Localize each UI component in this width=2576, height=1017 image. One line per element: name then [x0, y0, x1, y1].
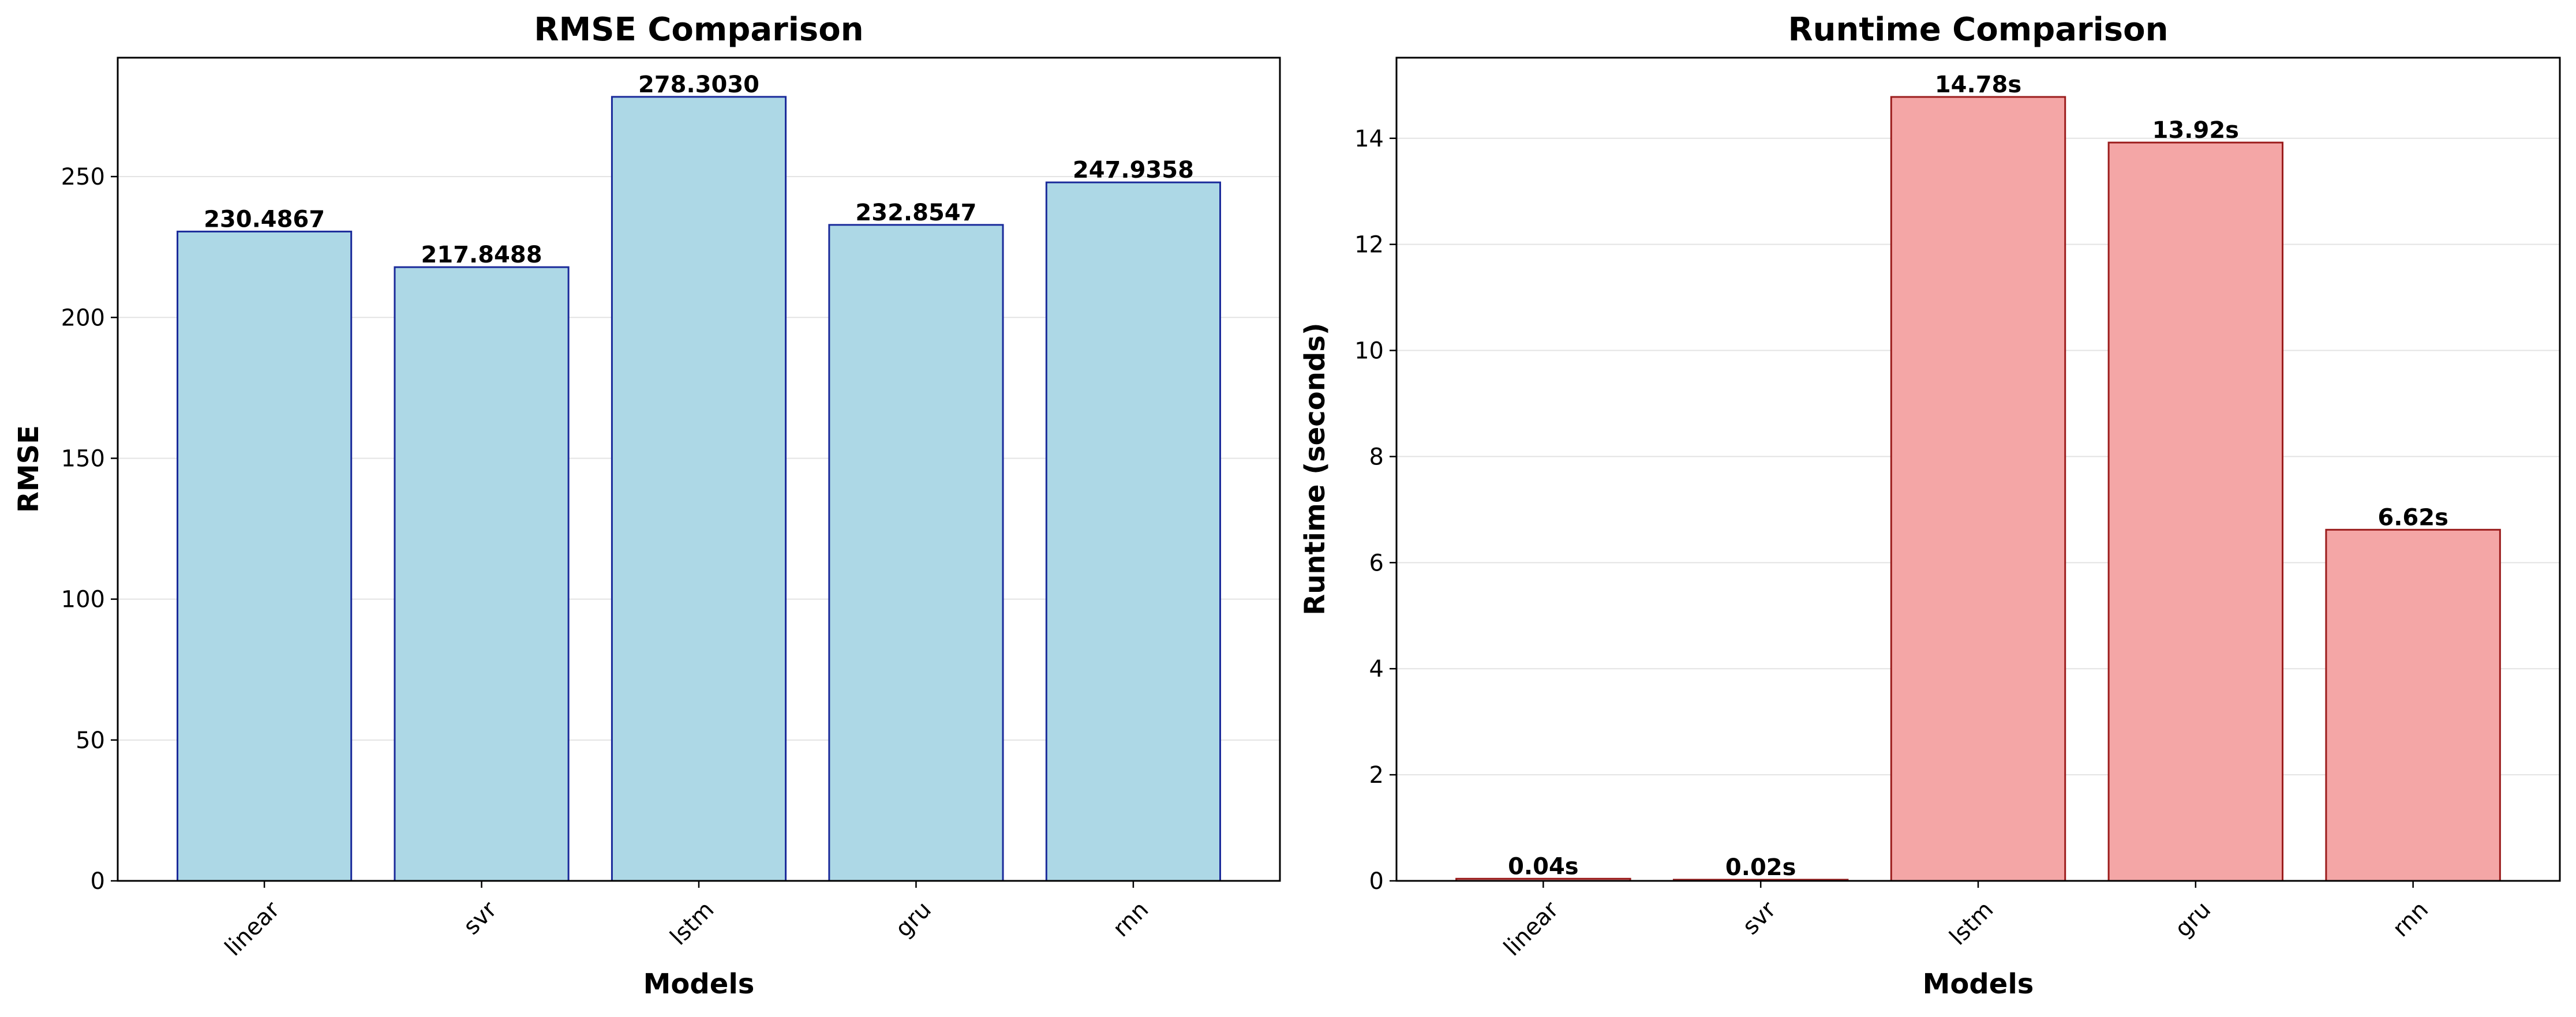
- runtime-y-axis-label: Runtime (seconds): [1299, 322, 1331, 616]
- runtime-data-label-gru: 13.92s: [2152, 117, 2239, 144]
- rmse-y-tick-label: 200: [61, 305, 105, 331]
- rmse-y-axis-label: RMSE: [13, 425, 45, 513]
- runtime-y-tick-label: 2: [1369, 762, 1384, 789]
- rmse-y-tick-label: 50: [76, 727, 105, 754]
- runtime-y-tick-label: 10: [1354, 338, 1384, 365]
- rmse-bar-gru: [828, 224, 1004, 882]
- rmse-chart-title: RMSE Comparison: [534, 11, 863, 48]
- rmse-y-tick-label: 0: [91, 868, 105, 895]
- runtime-y-tick-label: 14: [1354, 126, 1384, 152]
- runtime-y-tick-label: 6: [1369, 550, 1384, 576]
- runtime-data-label-lstm: 14.78s: [1935, 72, 2021, 98]
- runtime-bar-rnn: [2325, 528, 2501, 882]
- rmse-y-tick-label: 100: [61, 587, 105, 613]
- rmse-bar-linear: [177, 230, 353, 882]
- rmse-x-axis-label: Models: [643, 968, 755, 1000]
- rmse-data-label-rnn: 247.9358: [1073, 157, 1194, 183]
- runtime-data-label-linear: 0.04s: [1508, 853, 1579, 880]
- rmse-data-label-svr: 217.8488: [421, 242, 542, 268]
- runtime-data-label-rnn: 6.62s: [2377, 504, 2448, 531]
- runtime-bar-gru: [2107, 141, 2284, 882]
- runtime-y-tick-label: 4: [1369, 656, 1384, 682]
- runtime-data-label-svr: 0.02s: [1725, 854, 1796, 881]
- rmse-data-label-gru: 232.8547: [855, 200, 976, 226]
- rmse-bar-svr: [394, 266, 570, 882]
- rmse-data-label-lstm: 278.3030: [638, 72, 759, 98]
- rmse-data-label-linear: 230.4867: [204, 206, 325, 232]
- runtime-bar-lstm: [1890, 96, 2066, 882]
- runtime-y-tick-label: 12: [1354, 232, 1384, 258]
- rmse-y-tick-label: 250: [61, 164, 105, 190]
- rmse-bar-lstm: [611, 96, 787, 882]
- runtime-y-tick-label: 0: [1369, 868, 1384, 895]
- runtime-chart-title: Runtime Comparison: [1788, 11, 2169, 48]
- runtime-y-tick-label: 8: [1369, 444, 1384, 470]
- rmse-y-tick-label: 150: [61, 445, 105, 472]
- runtime-x-axis-label: Models: [1923, 968, 2034, 1000]
- rmse-bar-rnn: [1045, 181, 1221, 882]
